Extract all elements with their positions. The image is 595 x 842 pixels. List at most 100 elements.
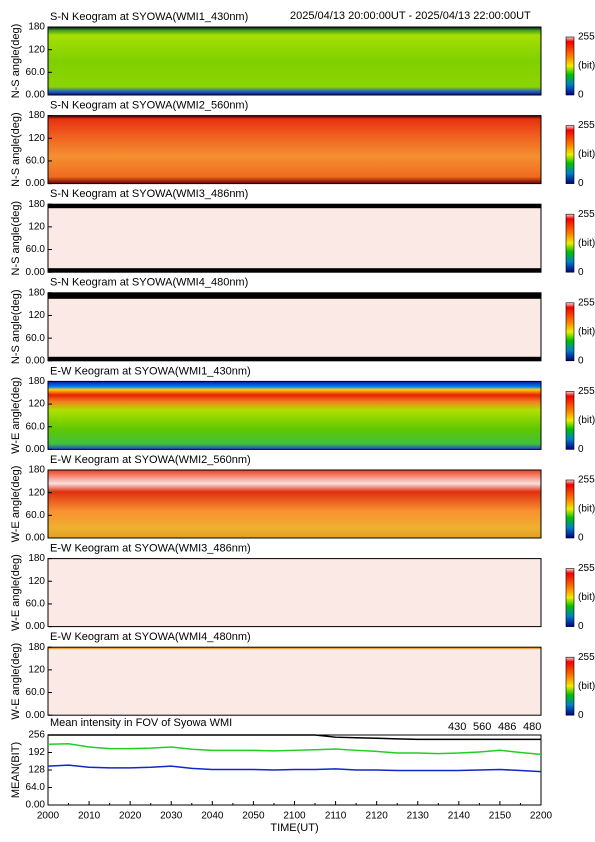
colorbar-label: 0 [578,178,584,189]
y-tick-label: 180 [28,287,45,298]
colorbar [565,656,575,716]
keogram-image [48,292,541,361]
colorbar-label: 255 [578,563,595,574]
legend-label: 560 [473,721,491,733]
colorbar-label: (bit) [578,415,595,426]
keogram-band [48,292,541,299]
x-tick-label: 2150 [489,811,512,822]
colorbar [565,479,575,539]
y-tick-label: 60.0 [26,687,46,698]
colorbar [565,36,575,96]
colorbar-label: 255 [578,120,595,131]
y-tick-label: 60.0 [26,244,46,255]
y-axis-label: W-E angle(deg) [10,554,22,631]
colorbar-label: 0 [578,533,584,544]
colorbar-label: (bit) [578,504,595,515]
keogram-band [48,268,541,273]
legend-label: 486 [498,721,516,733]
keogram-band [48,356,541,361]
colorbar-label: (bit) [578,592,595,603]
y-axis-label: N-S angle(deg) [10,290,22,365]
colorbar [565,568,575,627]
y-axis-label: W-E angle(deg) [10,377,22,454]
keogram-image [48,204,541,273]
y-tick-label: 180 [28,22,45,33]
series-line [47,742,542,756]
colorbar-label: 255 [578,32,595,43]
y-tick-label: 0.00 [26,178,46,189]
y-tick-label: 60.0 [26,67,46,78]
panel-title: E-W Keogram at SYOWA(WMI1_430nm) [50,365,251,377]
y-tick-label: 120 [28,222,45,233]
y-axis-label: MEAN(BIT) [10,742,22,798]
colorbar-label: 0 [578,355,584,366]
panel-frame [47,469,542,539]
colorbar-label: (bit) [578,238,595,249]
y-tick-label: 180 [28,110,45,121]
panel-frame [47,380,542,450]
y-axis-label: N-S angle(deg) [10,24,22,99]
x-tick-label: 2000 [37,811,60,822]
panel-frame [47,646,542,716]
colorbar [565,391,575,450]
x-tick-label: 2030 [160,811,183,822]
y-tick-label: 180 [28,376,45,387]
panel-frame [47,558,542,628]
colorbar-label: 255 [578,652,595,663]
y-tick-label: 120 [28,487,45,498]
y-tick-label: 0.00 [26,444,46,455]
y-axis-label: W-E angle(deg) [10,643,22,720]
colorbar-label: 255 [578,297,595,308]
panel-title: E-W Keogram at SYOWA(WMI3_486nm) [50,543,251,555]
series-line [47,764,542,773]
x-tick-label: 2040 [201,811,224,822]
y-tick-label: 60.0 [26,333,46,344]
y-tick-label: 180 [28,642,45,653]
colorbar-label: 0 [578,90,584,101]
series-line [48,734,541,741]
colorbar-label: 0 [578,444,584,455]
y-tick-label: 120 [28,399,45,410]
panel-frame [47,203,542,273]
y-tick-label: 60.0 [26,599,46,610]
y-tick-label: 128 [28,765,45,776]
y-tick-label: 256 [28,730,45,741]
panel-frame [47,26,542,96]
y-axis-label: N-S angle(deg) [10,201,22,276]
y-axis-label: W-E angle(deg) [10,466,22,543]
colorbar-label: 0 [578,710,584,721]
y-tick-label: 120 [28,576,45,587]
colorbar [565,125,575,184]
keogram-band [48,204,541,209]
keogram-band [48,647,541,650]
x-tick-label: 2110 [325,811,347,822]
y-tick-label: 0.00 [26,355,46,366]
x-tick-label: 2200 [530,811,553,822]
x-tick-label: 2020 [119,811,142,822]
keogram-image [48,115,541,184]
colorbar-label: 255 [578,386,595,397]
legend-label: 480 [523,721,541,733]
y-tick-label: 180 [28,553,45,564]
x-axis-label: TIME(UT) [270,822,318,834]
y-tick-label: 64.0 [26,782,46,793]
panel-title: E-W Keogram at SYOWA(WMI2_560nm) [50,454,251,466]
keogram-image [48,27,541,95]
colorbar [565,302,575,362]
colorbar-label: 255 [578,475,595,486]
y-tick-label: 0.00 [26,533,46,544]
x-tick-label: 2050 [242,811,265,822]
keogram-image [48,381,541,450]
y-tick-label: 192 [28,747,45,758]
keogram-image [48,558,541,627]
colorbar-label: (bit) [578,326,595,337]
time-range: 2025/04/13 20:00:00UT - 2025/04/13 22:00… [290,10,531,22]
y-tick-label: 60.0 [26,421,46,432]
chart-title: Mean intensity in FOV of Syowa WMI [50,717,232,729]
x-tick-label: 2130 [407,811,430,822]
keogram-image [48,470,541,538]
x-tick-label: 2010 [78,811,101,822]
y-tick-label: 180 [28,465,45,476]
y-tick-label: 0.00 [26,621,46,632]
y-tick-label: 120 [28,665,45,676]
